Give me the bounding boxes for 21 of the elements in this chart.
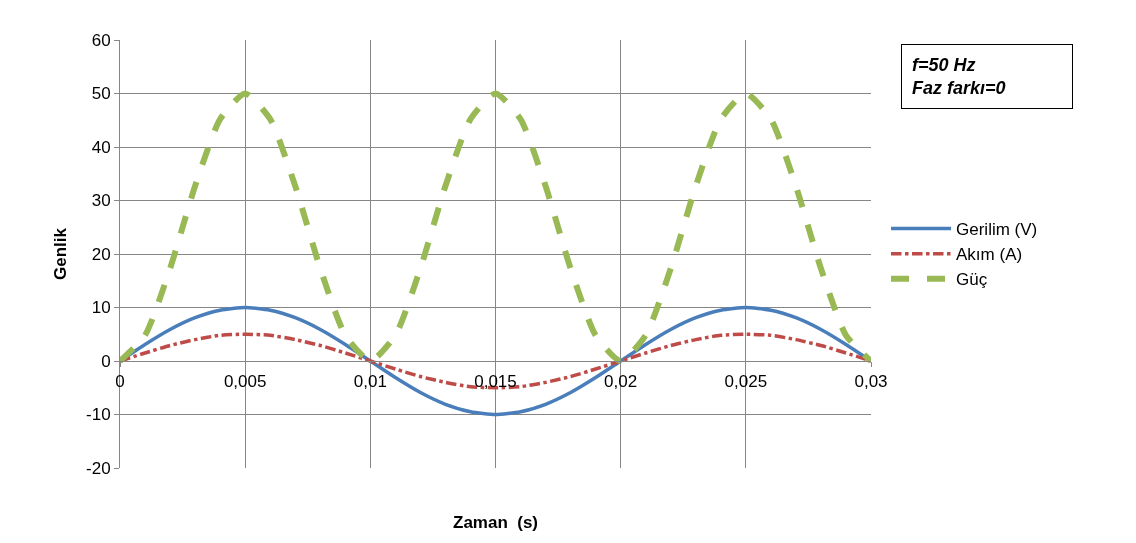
x-tick-label: 0 <box>115 372 125 392</box>
y-axis-title: Genlik <box>50 227 70 280</box>
y-tick-label: -20 <box>86 458 111 478</box>
x-tick-label: 0,025 <box>724 372 768 392</box>
y-tick-label: 60 <box>91 30 111 50</box>
y-tick-label: 30 <box>91 191 111 211</box>
legend-label: Akım (A) <box>956 245 1023 265</box>
x-tick-label: 0,01 <box>353 372 387 392</box>
legend-label: Güç <box>956 270 988 290</box>
y-tick-label: 50 <box>91 84 111 104</box>
text: f=50 Hz Faz farkı=0 <box>912 55 1006 99</box>
y-tick-label: -10 <box>86 405 111 425</box>
x-tick-label: 0,03 <box>854 372 888 392</box>
y-tick-label: 0 <box>101 351 111 371</box>
y-tick-label: 20 <box>91 244 111 264</box>
x-tick-label: 0,005 <box>223 372 267 392</box>
y-tick-label: 10 <box>91 298 111 318</box>
x-tick-label: 0,02 <box>604 372 638 392</box>
x-axis-title: Zaman (s) <box>453 513 539 532</box>
y-tick-label: 40 <box>91 137 111 157</box>
legend-label: Gerilim (V) <box>956 220 1038 240</box>
